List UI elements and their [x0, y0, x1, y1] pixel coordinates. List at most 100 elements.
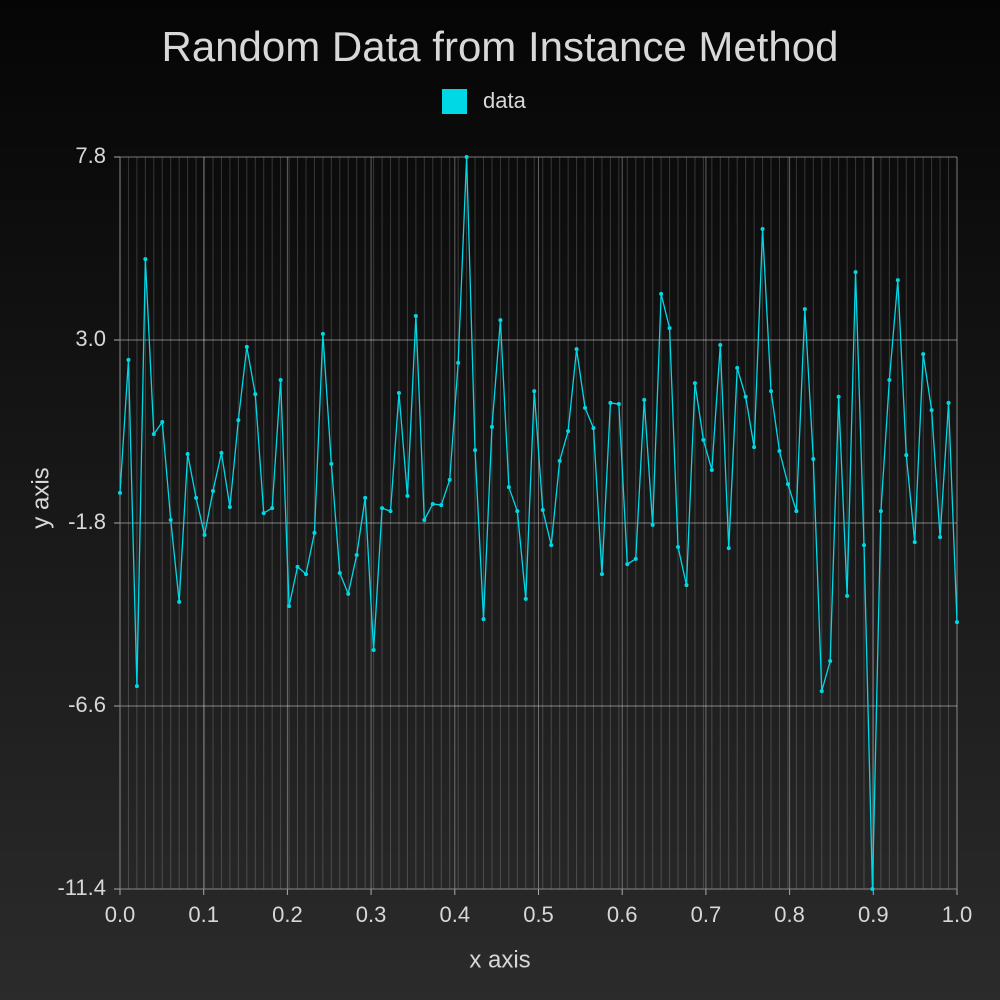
data-point [633, 556, 638, 561]
data-point [430, 501, 435, 506]
data-point [118, 490, 122, 495]
data-point [760, 227, 765, 232]
data-point [836, 394, 841, 399]
data-point [726, 546, 731, 551]
data-point [253, 392, 258, 397]
data-point [456, 360, 461, 365]
data-point [929, 408, 934, 413]
data-point [743, 394, 748, 399]
data-point [735, 365, 740, 370]
data-point [895, 278, 900, 283]
y-axis-label: y axis [27, 467, 54, 528]
data-point [549, 543, 554, 548]
data-point [447, 477, 452, 482]
data-point [151, 432, 156, 437]
data-point [676, 545, 681, 550]
data-point [396, 390, 401, 395]
data-point [515, 509, 520, 514]
data-point [591, 426, 596, 431]
data-point [312, 530, 317, 535]
y-tick-label: 7.8 [75, 143, 106, 168]
data-point [261, 511, 266, 516]
data-point [354, 553, 359, 558]
data-point [194, 495, 199, 500]
data-point [236, 418, 241, 423]
data-point [371, 647, 376, 652]
data-point [219, 450, 224, 455]
data-point [853, 270, 858, 275]
data-point [574, 347, 579, 352]
data-point [303, 572, 308, 577]
data-point [659, 291, 664, 296]
data-point [363, 495, 368, 500]
x-tick-label: 0.4 [440, 902, 471, 927]
data-point [498, 318, 503, 323]
x-tick-label: 0.7 [691, 902, 722, 927]
data-point [912, 540, 917, 545]
data-point [413, 313, 418, 318]
data-line [119, 156, 958, 890]
data-point [126, 357, 131, 362]
data-point [185, 451, 190, 456]
x-tick-label: 0.3 [356, 902, 387, 927]
data-point [870, 887, 875, 891]
data-point [667, 326, 672, 331]
data-point [422, 517, 427, 522]
data-point [523, 596, 528, 601]
data-point [642, 397, 647, 402]
data-point [599, 572, 604, 577]
data-point [921, 352, 926, 357]
data-point [802, 307, 807, 312]
data-point [134, 684, 139, 689]
x-tick-label: 0.0 [105, 902, 136, 927]
y-tick-label: 3.0 [75, 326, 106, 351]
data-point [616, 402, 621, 407]
data-point [380, 506, 385, 511]
data-point [329, 461, 334, 466]
data-point [557, 458, 562, 463]
data-point [828, 659, 833, 664]
data-point [168, 517, 173, 522]
data-point [904, 453, 909, 458]
x-tick-label: 0.2 [272, 902, 303, 927]
data-point [405, 493, 410, 498]
legend-label: data [483, 88, 527, 113]
data-point [566, 429, 571, 434]
data-point [481, 617, 486, 622]
data-point [819, 689, 824, 694]
data-point [887, 378, 892, 383]
data-point [684, 583, 689, 588]
data-point [278, 378, 283, 383]
data-point [346, 591, 351, 596]
data-point [160, 419, 165, 424]
data-point [464, 155, 469, 159]
data-point [295, 564, 300, 569]
data-point [244, 344, 249, 349]
data-point [718, 342, 723, 347]
data-point [388, 509, 393, 514]
legend-swatch [442, 89, 467, 114]
data-point [650, 522, 655, 527]
data-point [473, 448, 478, 453]
data-point [489, 424, 494, 429]
data-point [532, 389, 537, 394]
data-point [701, 437, 706, 442]
data-point [210, 488, 215, 493]
y-tick-label: -6.6 [68, 692, 106, 717]
x-tick-label: 0.8 [774, 902, 805, 927]
x-tick-label: 1.0 [942, 902, 973, 927]
data-point [506, 485, 511, 490]
data-point [287, 604, 292, 609]
y-tick-label: -1.8 [68, 509, 106, 534]
data-point [143, 257, 148, 262]
data-point [752, 445, 757, 450]
data-point [938, 535, 943, 540]
data-point [955, 620, 959, 625]
data-point [785, 482, 790, 487]
data-point [227, 504, 232, 509]
data-point [177, 599, 182, 604]
data-point [202, 532, 207, 537]
x-tick-label: 0.9 [858, 902, 889, 927]
